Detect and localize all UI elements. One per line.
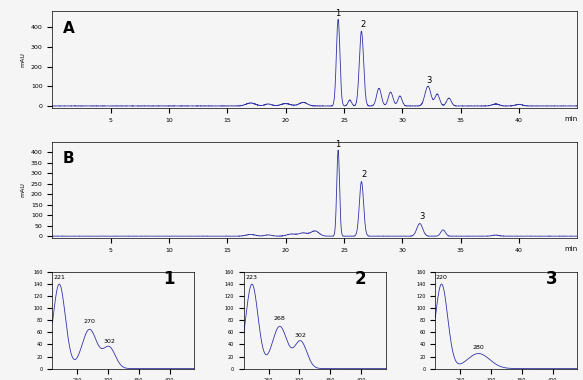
Text: 3: 3 <box>419 212 425 222</box>
Text: 2: 2 <box>354 270 366 288</box>
Text: 1: 1 <box>335 140 341 149</box>
Text: 2: 2 <box>361 170 367 179</box>
Text: B: B <box>63 151 75 166</box>
Text: 1: 1 <box>335 10 341 18</box>
Text: 268: 268 <box>274 316 286 321</box>
Text: 223: 223 <box>246 275 258 280</box>
Text: 3: 3 <box>426 76 432 86</box>
Text: 2: 2 <box>360 20 366 29</box>
Text: 220: 220 <box>436 275 448 280</box>
Text: 221: 221 <box>53 275 65 280</box>
Y-axis label: mAU: mAU <box>20 182 26 198</box>
Text: min: min <box>564 246 577 252</box>
Text: 3: 3 <box>546 270 557 288</box>
Text: 302: 302 <box>294 333 307 338</box>
Text: min: min <box>564 116 577 122</box>
Text: 270: 270 <box>83 319 96 325</box>
Text: 302: 302 <box>103 339 115 344</box>
Text: A: A <box>63 21 75 36</box>
Text: 280: 280 <box>473 345 484 350</box>
Text: 1: 1 <box>163 270 174 288</box>
Y-axis label: mAU: mAU <box>20 52 26 67</box>
